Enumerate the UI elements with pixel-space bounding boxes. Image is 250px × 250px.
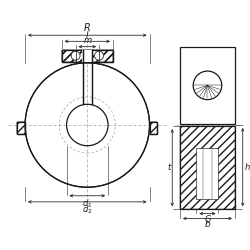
Circle shape: [71, 51, 80, 60]
Bar: [17, 122, 25, 134]
Bar: [82, 50, 92, 62]
Text: h: h: [245, 162, 250, 172]
Bar: [150, 122, 157, 134]
Text: $d_2$: $d_2$: [82, 204, 92, 216]
Text: m: m: [83, 36, 91, 46]
Bar: [17, 122, 25, 134]
Bar: [180, 126, 235, 209]
Text: $d_1$: $d_1$: [82, 198, 92, 210]
Bar: [180, 47, 235, 124]
Text: R: R: [84, 23, 91, 33]
Circle shape: [95, 51, 104, 60]
Circle shape: [71, 51, 80, 60]
Bar: [62, 50, 113, 62]
Bar: [150, 122, 157, 134]
Bar: [61, 49, 114, 62]
Circle shape: [95, 51, 104, 60]
Circle shape: [193, 71, 222, 100]
Bar: [17, 122, 25, 134]
Bar: [17, 122, 25, 134]
Bar: [180, 126, 235, 209]
Bar: [149, 122, 158, 134]
Text: l: l: [86, 31, 88, 40]
Text: t: t: [167, 163, 170, 172]
Bar: [196, 148, 218, 199]
Bar: [62, 50, 113, 62]
Bar: [17, 122, 25, 134]
Text: G: G: [204, 215, 211, 224]
Text: b: b: [204, 220, 210, 229]
Bar: [62, 50, 113, 62]
Bar: [150, 122, 157, 134]
Bar: [150, 122, 157, 134]
Bar: [83, 50, 92, 62]
Bar: [62, 50, 113, 62]
